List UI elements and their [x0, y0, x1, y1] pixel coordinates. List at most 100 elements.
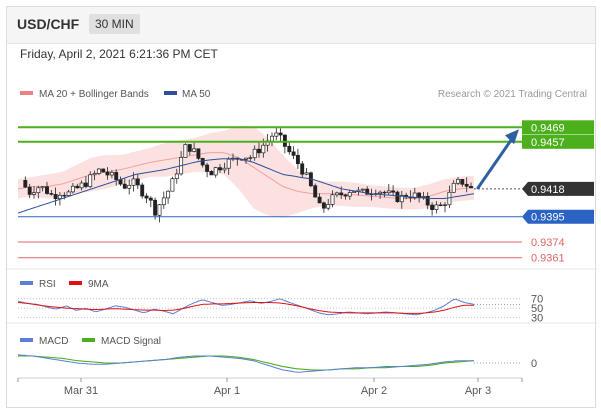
candle-body — [70, 185, 75, 193]
candle-body — [66, 191, 71, 196]
signal-legend-label: MACD Signal — [101, 336, 161, 347]
ma20-legend-swatch — [20, 91, 33, 95]
chart-frame: USD/CHF 30 MIN Friday, April 2, 2021 6:2… — [6, 6, 596, 408]
macd-signal-line — [18, 355, 475, 371]
ma50-legend-swatch — [164, 91, 177, 95]
candle-body — [360, 188, 365, 191]
candle-body — [144, 195, 149, 199]
x-tick-label-0: Mar 31 — [64, 385, 98, 397]
candle-body — [447, 191, 452, 206]
macd-legend: MACD MACD Signal — [20, 336, 161, 347]
candle-body — [261, 144, 266, 154]
candle-body — [114, 172, 119, 180]
ma50-line — [17, 158, 475, 214]
forecast-arrow-shaft — [476, 135, 515, 190]
rsi-legend: RSI 9MA — [20, 279, 109, 290]
x-tick-label-2: Apr 2 — [361, 385, 387, 397]
candle-body — [300, 163, 305, 175]
macd-line — [17, 354, 474, 373]
candle-body — [222, 167, 227, 171]
level-tag-2 — [522, 181, 594, 196]
candle-body — [135, 178, 140, 186]
candle-body — [438, 204, 443, 207]
candle-body — [226, 158, 231, 169]
candle-body — [83, 182, 88, 187]
candle-body — [365, 188, 370, 195]
candle-body — [443, 204, 447, 206]
chart-canvas: MA 20 + Bollinger Bands MA 50 Research ©… — [7, 89, 595, 397]
candle-body — [45, 186, 49, 194]
candle-body — [339, 192, 344, 196]
candle-body — [140, 184, 145, 197]
candle-body — [57, 194, 62, 199]
candle-body — [213, 167, 218, 176]
candle-body — [334, 192, 339, 196]
candle-body — [75, 185, 80, 189]
candle-body — [131, 178, 136, 186]
signal-legend-swatch — [82, 338, 95, 342]
macd-panel: 0 — [17, 354, 537, 373]
candle-body — [92, 173, 97, 176]
macd-legend-swatch — [20, 338, 33, 342]
candle-body — [399, 194, 404, 203]
candle-body — [270, 135, 274, 142]
bollinger-band — [18, 126, 474, 218]
candle-body — [244, 157, 248, 160]
candle-body — [248, 157, 253, 159]
nine-ma-legend-label: 9MA — [88, 279, 109, 290]
rsi-legend-label: RSI — [39, 279, 56, 290]
candle-body — [88, 174, 93, 187]
candle-body — [109, 172, 114, 176]
candle-body — [313, 185, 318, 198]
level-tag-0 — [522, 120, 594, 135]
candle-body — [96, 168, 101, 174]
candle-body — [161, 197, 166, 206]
candle-body — [170, 178, 175, 192]
candle-body — [417, 192, 422, 198]
candle-body — [287, 145, 292, 153]
candle-body — [187, 144, 192, 152]
candle-body — [257, 148, 261, 154]
chart-header: USD/CHF 30 MIN — [7, 7, 595, 44]
candle-body — [174, 173, 179, 179]
level-label-5: 0.9361 — [531, 253, 565, 265]
candle-body — [192, 148, 197, 152]
candle-body — [49, 193, 54, 195]
candle-body — [430, 204, 435, 210]
candle-body — [148, 197, 153, 201]
x-tick-label-3: Apr 3 — [465, 385, 491, 397]
rsi-legend-swatch — [20, 281, 33, 285]
level-label-3: 0.9395 — [531, 212, 565, 224]
candle-body — [317, 196, 322, 204]
candle-body — [282, 134, 287, 147]
level-tag-3 — [522, 209, 594, 224]
nine-ma-legend-swatch — [69, 281, 82, 285]
level-label-4: 0.9374 — [531, 237, 565, 249]
candle-body — [460, 179, 465, 185]
level-label-2: 0.9418 — [531, 184, 565, 196]
pair-title: USD/CHF — [17, 16, 80, 32]
rsi-level-label-2: 30 — [531, 313, 543, 325]
candle-body — [469, 186, 473, 189]
macd-level-label-0: 0 — [531, 358, 537, 370]
ma20-legend-label: MA 20 + Bollinger Bands — [39, 89, 149, 100]
level-label-1: 0.9457 — [531, 137, 565, 149]
candle-body — [53, 194, 58, 200]
candle-body — [218, 167, 222, 171]
rsi-level-label-0: 70 — [531, 294, 543, 306]
candle-body — [153, 199, 158, 216]
candle-body — [200, 158, 205, 166]
candle-body — [157, 204, 162, 216]
candle-body — [395, 191, 400, 203]
candle-body — [326, 204, 331, 209]
timeframe-badge[interactable]: 30 MIN — [89, 14, 140, 34]
candle-body — [62, 194, 67, 197]
rsi-line — [17, 298, 475, 316]
candle-body — [183, 144, 188, 158]
candle-body — [386, 190, 391, 194]
candle-body — [209, 171, 214, 176]
candle-body — [32, 192, 36, 195]
candle-body — [196, 148, 201, 159]
candle-body — [343, 194, 348, 197]
candle-body — [27, 186, 32, 195]
